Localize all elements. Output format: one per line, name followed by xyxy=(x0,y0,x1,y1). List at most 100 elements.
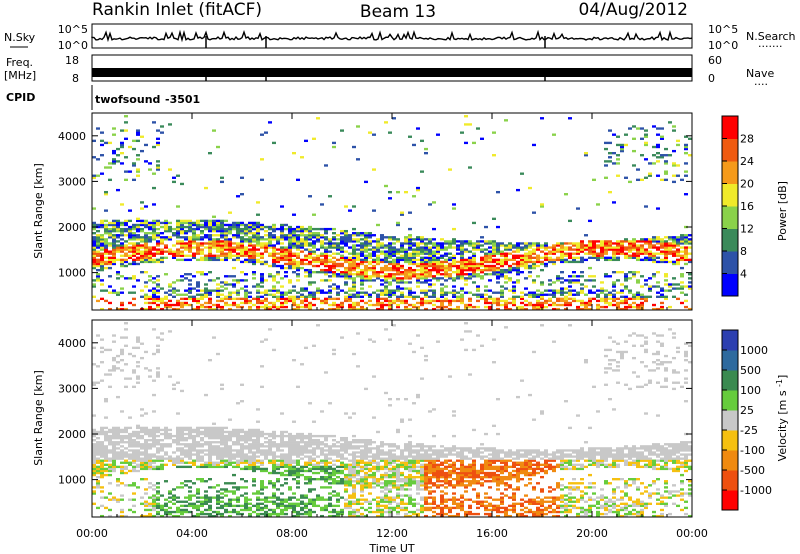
power-cell xyxy=(616,256,620,259)
cpid-number: -3501 xyxy=(165,93,200,106)
power-cell xyxy=(448,266,452,270)
power-cell xyxy=(524,256,528,259)
velocity-cell xyxy=(280,436,284,440)
power-cell xyxy=(620,291,624,294)
power-cell xyxy=(636,250,640,253)
power-cell xyxy=(444,279,448,282)
power-cell xyxy=(580,291,584,294)
power-cell xyxy=(604,289,608,292)
power-cell xyxy=(92,221,96,225)
power-cell xyxy=(168,289,172,292)
velocity-cell xyxy=(124,322,128,325)
power-cell xyxy=(532,143,536,147)
velocity-cell xyxy=(208,451,212,454)
velocity-cell xyxy=(316,443,320,446)
power-cell xyxy=(148,252,152,255)
velocity-cell xyxy=(260,506,264,510)
power-cell xyxy=(356,275,360,278)
power-cell xyxy=(236,297,240,301)
power-cell xyxy=(420,264,424,268)
velocity-cell xyxy=(216,510,220,514)
velocity-cell xyxy=(124,453,128,456)
power-cell xyxy=(640,246,644,249)
power-cell xyxy=(416,127,420,130)
power-cell xyxy=(440,295,444,298)
power-cell xyxy=(476,289,480,292)
velocity-heatmap xyxy=(92,322,692,518)
power-cell xyxy=(256,223,260,227)
power-cell xyxy=(664,258,668,262)
velocity-cell xyxy=(292,471,296,475)
power-cell xyxy=(388,289,392,292)
velocity-cell xyxy=(136,451,140,454)
power-cell xyxy=(476,268,480,272)
velocity-cell xyxy=(100,467,104,471)
power-cell xyxy=(244,240,248,243)
velocity-cell xyxy=(244,430,248,434)
nsky-tick-bottom: 10^0 xyxy=(58,39,88,52)
power-cell xyxy=(196,227,200,231)
power-cell xyxy=(456,295,460,298)
power-cell xyxy=(496,266,500,270)
power-cell xyxy=(476,285,480,288)
power-cell xyxy=(272,295,276,298)
power-cell xyxy=(304,256,308,259)
power-cell xyxy=(188,246,192,249)
velocity-cell xyxy=(136,336,140,339)
velocity-cell xyxy=(268,328,272,331)
velocity-cell xyxy=(148,439,152,442)
power-cell xyxy=(256,236,260,239)
velocity-cell xyxy=(284,445,288,448)
power-cell xyxy=(684,147,688,151)
power-cell xyxy=(364,307,368,311)
velocity-cell xyxy=(124,377,128,380)
velocity-cell xyxy=(272,461,276,464)
power-cell xyxy=(428,289,432,292)
power-cell xyxy=(332,262,336,266)
power-cell xyxy=(572,289,576,292)
velocity-cell xyxy=(172,502,176,505)
velocity-cell xyxy=(240,445,244,448)
velocity-cell xyxy=(244,467,248,471)
power-cell xyxy=(120,162,124,165)
power-cell xyxy=(276,258,280,262)
power-cell xyxy=(556,244,560,247)
power-cell xyxy=(656,295,660,298)
power-cell xyxy=(312,297,316,301)
velocity-cell xyxy=(152,428,156,432)
power-cell xyxy=(536,254,540,257)
power-cell xyxy=(680,254,684,257)
velocity-cell xyxy=(92,453,96,456)
power-cell xyxy=(120,129,124,132)
power-cell xyxy=(304,299,308,303)
power-cell xyxy=(488,260,492,264)
power-cell xyxy=(412,250,416,253)
velocity-cell xyxy=(304,434,308,438)
velocity-cell xyxy=(224,504,228,508)
velocity-cell xyxy=(212,426,216,430)
power-cell xyxy=(512,250,516,253)
velocity-cell xyxy=(236,428,240,432)
power-cell xyxy=(672,262,676,266)
power-cell xyxy=(460,256,464,259)
power-cell xyxy=(268,232,272,235)
velocity-cell xyxy=(148,512,152,516)
power-cell xyxy=(392,264,396,268)
power-cell xyxy=(264,289,268,292)
power-cell xyxy=(612,303,616,307)
velocity-cell xyxy=(120,494,124,497)
velocity-cell xyxy=(268,441,272,444)
power-cell xyxy=(656,156,660,159)
power-cell xyxy=(360,295,364,298)
power-cell xyxy=(556,277,560,280)
power-cell xyxy=(160,225,164,229)
power-cell xyxy=(624,238,628,241)
velocity-cell xyxy=(144,432,148,436)
power-cell xyxy=(616,242,620,245)
velocity-cell xyxy=(292,461,296,464)
power-cell xyxy=(348,271,352,274)
power-cell xyxy=(268,307,272,311)
power-cell xyxy=(608,246,612,249)
power-cell xyxy=(436,297,440,301)
velocity-cell xyxy=(112,356,116,360)
